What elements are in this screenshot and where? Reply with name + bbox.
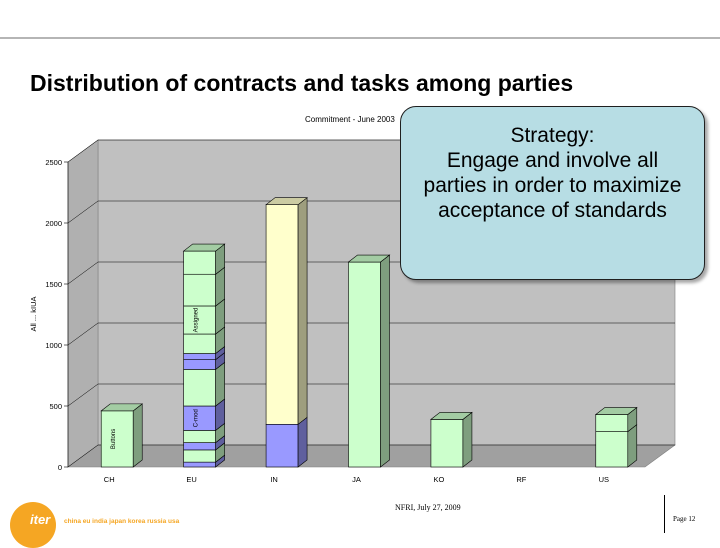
bar-segment-label: Assigned (194, 308, 200, 333)
slide-title: Distribution of contracts and tasks amon… (30, 70, 574, 96)
bar-segment (183, 359, 216, 370)
x-tick-label: US (599, 475, 609, 484)
bar-segment-top (182, 243, 226, 252)
y-tick-label: 0 (58, 463, 62, 472)
footer (0, 493, 720, 540)
y-tick-label: 1000 (45, 341, 62, 350)
bar-segment-top (265, 197, 308, 205)
bar-segment-top (594, 407, 638, 415)
bar-segment (183, 461, 216, 468)
bar-segment-side (297, 197, 308, 425)
side-wall (67, 139, 99, 468)
bar-segment (348, 261, 381, 468)
bar-segment (183, 305, 216, 335)
bar-segment (595, 414, 629, 432)
bar-segment (183, 273, 216, 307)
bar-segment (265, 423, 299, 468)
bar-segment (183, 449, 216, 463)
gridline (67, 444, 675, 468)
y-axis-label: All ... kIUA (29, 296, 38, 331)
x-tick-label: RF (516, 475, 526, 484)
bar-segment-label: C-mod (194, 409, 200, 427)
bar-segment-side (132, 403, 143, 468)
y-tick-label: 1500 (45, 280, 62, 289)
gridline (67, 383, 675, 407)
top-rule (0, 37, 720, 39)
bar-segment (183, 333, 216, 354)
x-tick-label: JA (352, 475, 361, 484)
bar-segment (183, 250, 216, 275)
bar-segment (430, 419, 464, 468)
meeting-label: NFRI, July 27, 2009 (395, 503, 461, 512)
iter-logo-text: iter (30, 512, 51, 527)
bar-segment-side (462, 411, 473, 468)
bar-segment (183, 442, 216, 451)
bar-segment-top (100, 403, 144, 412)
x-tick-label: EU (186, 475, 196, 484)
member-list: china eu india japan korea russia usa (64, 518, 180, 525)
x-tick-label: KO (434, 475, 445, 484)
bar-segment-top (430, 412, 473, 420)
y-tick-label: 500 (49, 402, 62, 411)
bar-segment-label: Buttons (111, 429, 117, 449)
footer-divider (664, 495, 665, 533)
x-tick-label: IN (270, 475, 278, 484)
strategy-callout: Strategy: Engage and involve all parties… (400, 106, 705, 280)
bar-segment (183, 430, 216, 443)
bar-segment-side (297, 416, 308, 468)
y-tick-label: 2500 (45, 158, 62, 167)
bar-segment (265, 204, 299, 425)
bar-segment (183, 369, 216, 407)
bar-segment-side (215, 361, 225, 407)
callout-heading: Strategy: (510, 124, 595, 147)
bar-segment (183, 353, 216, 360)
callout-body: Engage and involve all parties in order … (423, 149, 682, 222)
x-tick-label: CH (104, 475, 115, 484)
y-tick-label: 2000 (45, 219, 62, 228)
chart-title: Commitment - June 2003 (305, 115, 395, 124)
gridline (67, 322, 675, 346)
page-number: Page 12 (673, 515, 696, 523)
bar-segment-top (347, 254, 391, 263)
bar-segment-side (380, 254, 390, 468)
bar-segment-side (627, 424, 638, 468)
bar-segment (595, 431, 629, 468)
